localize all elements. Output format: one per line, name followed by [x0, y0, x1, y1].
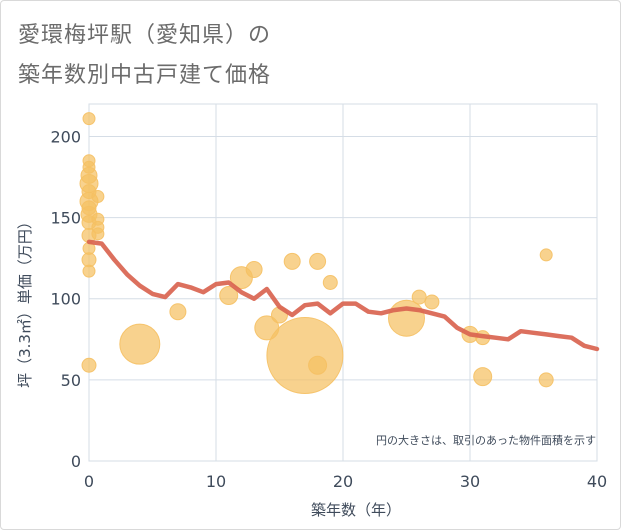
data-point-bubble	[219, 285, 239, 305]
x-tick-label: 0	[84, 472, 94, 491]
data-point-bubble	[119, 323, 161, 365]
data-point-bubble	[539, 248, 553, 262]
data-point-bubble	[245, 261, 263, 279]
data-point-bubble	[82, 112, 96, 126]
data-point-bubble	[81, 357, 97, 373]
data-point-bubble	[538, 372, 554, 388]
y-tick-label: 150	[50, 209, 81, 228]
x-tick-label: 40	[587, 472, 607, 491]
data-point-bubble	[388, 299, 425, 337]
data-point-bubble	[322, 275, 338, 290]
data-point-bubble	[411, 289, 427, 305]
data-point-bubble	[473, 367, 493, 387]
x-tick-label: 20	[333, 472, 353, 491]
data-point-bubble	[82, 160, 96, 174]
bubble-layer	[79, 112, 554, 395]
data-point-bubble	[169, 303, 187, 321]
bubble-size-note: 円の大きさは、取引のあった物件面積を示す	[376, 433, 596, 447]
tick-label-layer: 0 50 100 150 200 0 10 20 30 40	[50, 127, 607, 491]
data-point-bubble	[254, 315, 280, 341]
y-tick-label: 50	[61, 371, 81, 390]
data-point-bubble	[81, 200, 97, 216]
y-tick-label: 100	[50, 290, 81, 309]
y-tick-label: 0	[71, 452, 81, 471]
x-axis-title: 築年数（年）	[311, 501, 401, 519]
chart-title-line-1: 愛環梅坪駅（愛知県）の	[18, 23, 272, 48]
y-axis-title: 坪（3.3㎡）単価（万円）	[16, 214, 34, 388]
data-point-bubble	[91, 189, 105, 203]
y-tick-label: 200	[50, 127, 81, 146]
trend-line	[86, 239, 600, 352]
data-point-bubble	[424, 294, 440, 310]
trend-line-layer	[86, 239, 600, 352]
chart-title-line-2: 築年数別中古戸建て価格	[18, 63, 272, 88]
data-point-bubble	[266, 317, 344, 395]
grid-layer	[88, 103, 598, 462]
data-point-bubble	[309, 252, 327, 270]
data-point-bubble	[308, 355, 328, 375]
data-point-bubble	[91, 227, 105, 241]
data-point-bubble	[82, 264, 96, 278]
data-point-bubble	[283, 252, 301, 270]
x-tick-label: 30	[460, 472, 480, 491]
x-tick-label: 10	[206, 472, 226, 491]
